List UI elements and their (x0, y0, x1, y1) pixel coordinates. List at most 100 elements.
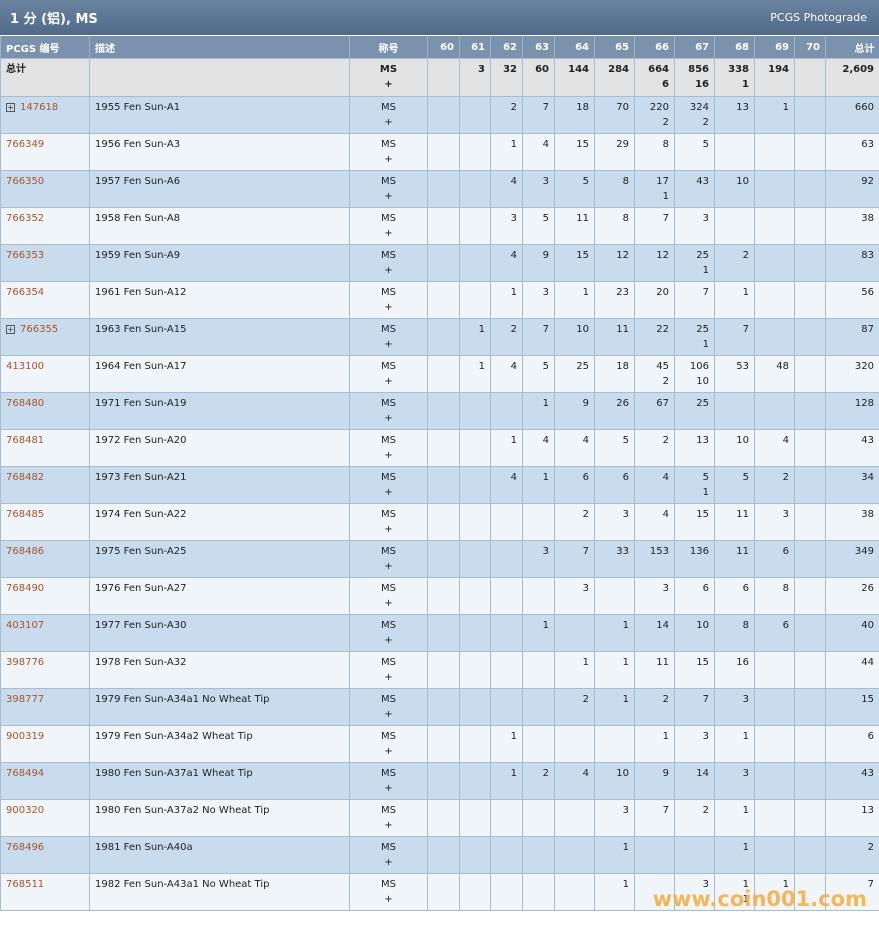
grade-cell: 18 (554, 96, 595, 134)
count: 67 (656, 398, 669, 409)
pcgs-number[interactable]: 403107 (6, 620, 45, 631)
count: 32 (503, 64, 517, 75)
pcgs-number[interactable]: 768496 (6, 842, 45, 853)
pcgs-number[interactable]: 398776 (6, 657, 45, 668)
grade-cell: 5 (522, 355, 555, 393)
count: 5 (542, 213, 549, 224)
count: 4 (582, 768, 589, 779)
pcgs-number[interactable]: 766354 (6, 287, 45, 298)
pcgs-number[interactable]: 768481 (6, 435, 45, 446)
count: 33 (616, 546, 629, 557)
designation-cell: MS + (349, 244, 428, 282)
grade-cell (554, 836, 595, 874)
designation-plus: + (384, 709, 393, 720)
coin-row: 398777 1979 Fen Sun-A34a1 No Wheat Tip MS +… (0, 688, 879, 726)
pcgs-number[interactable]: 766350 (6, 176, 45, 187)
count: 25 (696, 398, 709, 409)
grade-cell: 6 (594, 466, 635, 504)
grade-cell (522, 725, 555, 763)
pcgs-number[interactable]: 766352 (6, 213, 45, 224)
count: 3 (542, 287, 549, 298)
pcgs-number[interactable]: 900319 (6, 731, 45, 742)
count: 3 (582, 583, 589, 594)
plus-count: 16 (695, 79, 709, 90)
grade-cell: 11 (714, 540, 755, 578)
designation: MS (381, 657, 396, 668)
plus-count: 1 (662, 191, 669, 202)
grade-cell (794, 762, 826, 800)
grade-cell (427, 725, 460, 763)
pcgs-number[interactable]: 900320 (6, 805, 45, 816)
grade-cell: 10 (714, 429, 755, 467)
grade-cell: 4 (554, 429, 595, 467)
count: 3 (622, 509, 629, 520)
designation: MS (381, 546, 396, 557)
count: 1 (622, 657, 629, 668)
pcgs-number[interactable]: 768494 (6, 768, 45, 779)
count: 3 (702, 879, 709, 890)
grade-cell (794, 725, 826, 763)
grade-cell (754, 281, 795, 319)
pcgs-number[interactable]: 768486 (6, 546, 45, 557)
count: 2 (782, 472, 789, 483)
grade-cell (427, 392, 460, 430)
grade-cell: 12 (594, 244, 635, 282)
id-cell: 768482 (0, 466, 90, 504)
expand-button[interactable]: + (6, 103, 15, 112)
count: 10 (576, 324, 589, 335)
coin-row: 413100 1964 Fen Sun-A17 MS +1 4 5 25 18 45 2 106 10… (0, 355, 879, 393)
pcgs-number[interactable]: 766349 (6, 139, 45, 150)
row-total: 40 (825, 614, 879, 652)
count: 7 (582, 546, 589, 557)
grade-cell: 7 (674, 281, 715, 319)
grade-cell: 4 (554, 762, 595, 800)
expand-button[interactable]: + (6, 325, 15, 334)
pcgs-number[interactable]: 768511 (6, 879, 45, 890)
grade-cell: 25 1 (674, 244, 715, 282)
column-header: 70 (794, 36, 826, 59)
pcgs-number[interactable]: 398777 (6, 694, 45, 705)
grade-cell (427, 614, 460, 652)
grade-cell (794, 281, 826, 319)
grade-cell: 22 (634, 318, 675, 356)
designation-cell: MS + (349, 466, 428, 504)
count: 4 (542, 435, 549, 446)
count: 1 (582, 657, 589, 668)
pcgs-number[interactable]: 768482 (6, 472, 45, 483)
pcgs-number[interactable]: 766353 (6, 250, 45, 261)
plus-count: 1 (702, 339, 709, 350)
grade-cell: 6 (554, 466, 595, 504)
count: 4 (510, 250, 517, 261)
count: 18 (576, 102, 589, 113)
pcgs-number[interactable]: 768490 (6, 583, 45, 594)
grade-cell: 664 6 (634, 58, 675, 97)
pcgs-number[interactable]: 413100 (6, 361, 45, 372)
description: 1981 Fen Sun-A40a (89, 836, 350, 874)
row-total: 83 (825, 244, 879, 282)
grade-cell: 9 (634, 762, 675, 800)
count: 2 (542, 768, 549, 779)
coin-row: 768511 1982 Fen Sun-A43a1 No Wheat Tip MS +… (0, 873, 879, 911)
grade-cell: 3 (714, 688, 755, 726)
designation: MS (381, 805, 396, 816)
count: 1 (542, 398, 549, 409)
description: 1973 Fen Sun-A21 (89, 466, 350, 504)
designation-cell: MS + (349, 614, 428, 652)
count: 4 (662, 509, 669, 520)
designation: MS (381, 398, 396, 409)
coin-row: 768490 1976 Fen Sun-A27 MS +3 3 6 6 8 26 (0, 577, 879, 615)
id-cell: 766352 (0, 207, 90, 245)
count: 14 (696, 768, 709, 779)
pcgs-number[interactable]: 147618 (20, 102, 59, 113)
column-header: 67 (674, 36, 715, 59)
grade-cell (427, 429, 460, 467)
id-cell: +147618 (0, 96, 90, 134)
pcgs-number[interactable]: 768485 (6, 509, 45, 520)
designation-plus: + (384, 265, 393, 276)
pcgs-number[interactable]: 768480 (6, 398, 45, 409)
grade-cell (459, 392, 491, 430)
coin-row: 768486 1975 Fen Sun-A25 MS +3 7 33 153 136 11 6 34… (0, 540, 879, 578)
pcgs-number[interactable]: 766355 (20, 324, 59, 335)
grade-cell: 4 (490, 170, 523, 208)
designation-cell: MS + (349, 429, 428, 467)
